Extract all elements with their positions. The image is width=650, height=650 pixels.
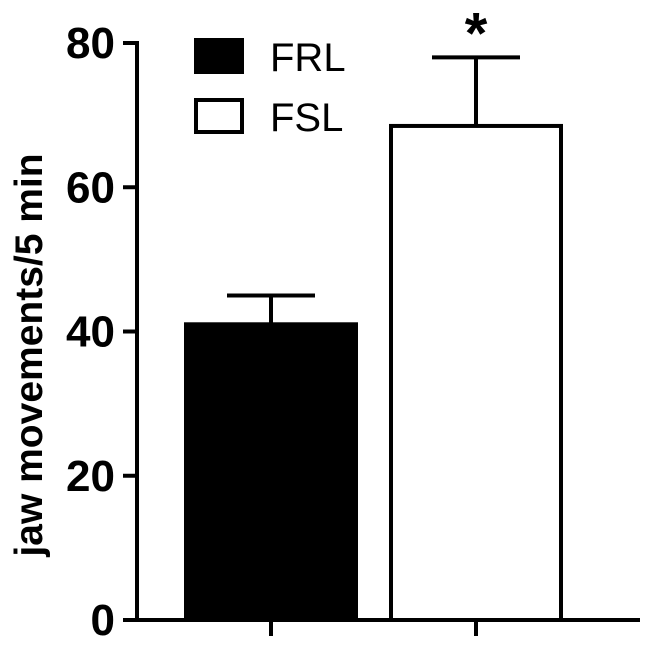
- y-tick-label-0: 0: [91, 596, 115, 645]
- legend: FRL FSL: [194, 36, 346, 140]
- y-tick-label-80: 80: [66, 19, 115, 68]
- annotations: *: [465, 1, 488, 66]
- ticks-layer: 0 20 40 60 80: [66, 19, 478, 645]
- y-tick-label-60: 60: [66, 163, 115, 212]
- legend-label-frl: FRL: [270, 36, 346, 80]
- legend-swatch-frl: [194, 38, 244, 74]
- legend-swatch-fsl: [194, 98, 244, 134]
- significance-marker-fsl: *: [465, 1, 488, 66]
- y-tick-label-20: 20: [66, 452, 115, 501]
- legend-label-fsl: FSL: [270, 96, 343, 140]
- y-axis-label: jaw movements/5 min: [8, 153, 51, 557]
- bar-fsl: [389, 123, 563, 622]
- bar-frl: [184, 322, 358, 622]
- bars-layer: [184, 55, 563, 622]
- y-tick-label-40: 40: [66, 308, 115, 357]
